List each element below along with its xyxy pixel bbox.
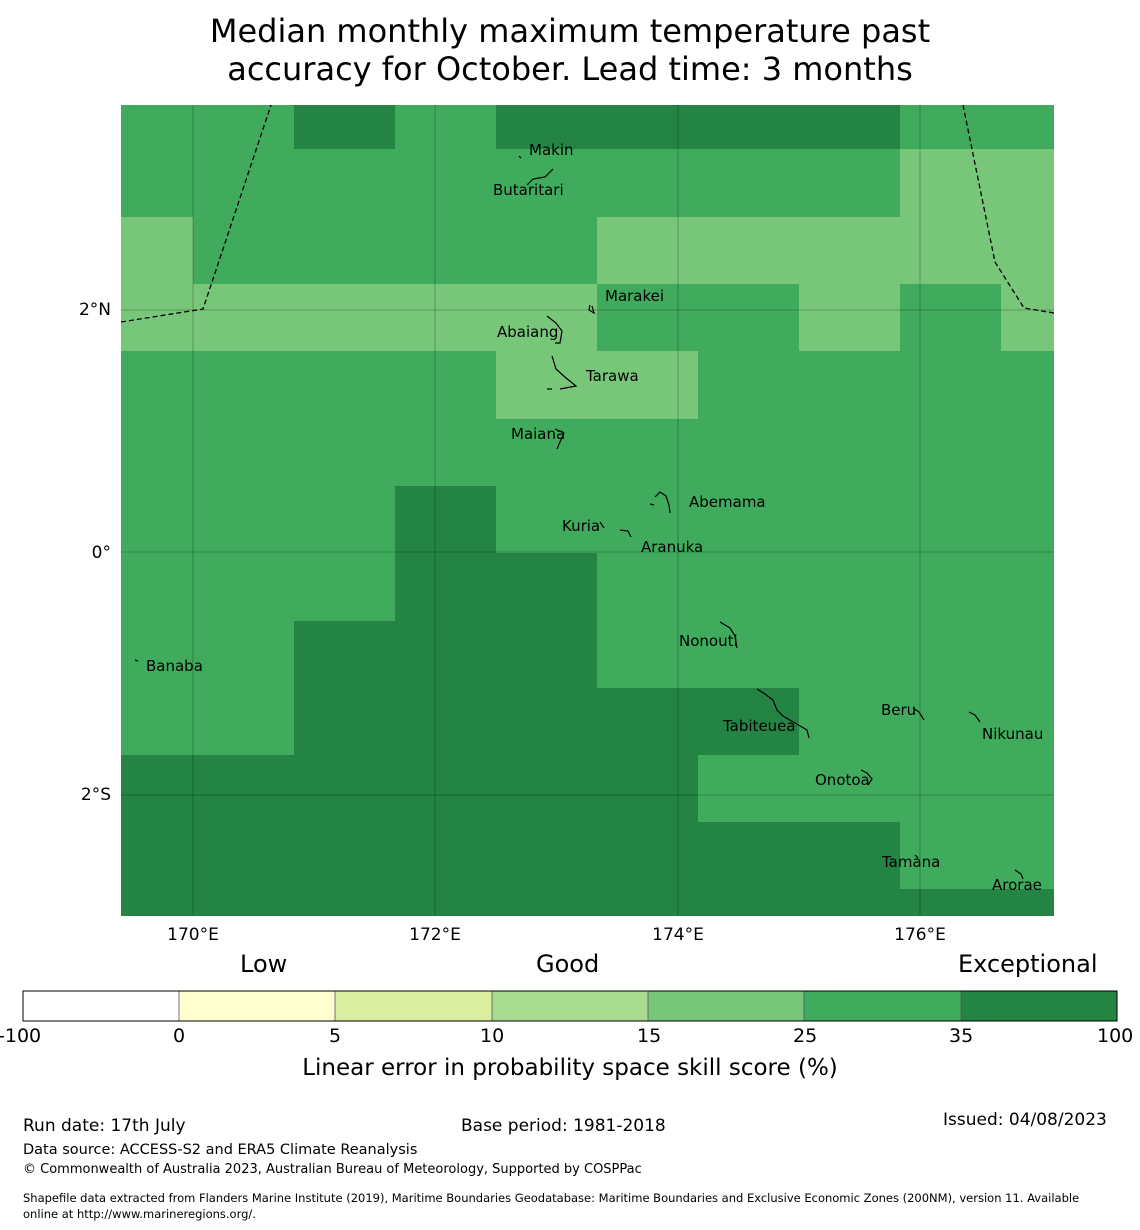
grid-cell xyxy=(294,105,395,149)
grid-cell xyxy=(496,105,900,149)
colorbar-category-exceptional: Exceptional xyxy=(958,950,1098,978)
island-shape xyxy=(619,529,632,538)
data-source: Data source: ACCESS-S2 and ERA5 Climate … xyxy=(23,1142,418,1158)
colorbar-segment xyxy=(179,991,335,1021)
island-shape xyxy=(546,315,563,344)
island-shape xyxy=(719,621,738,649)
grid-cell xyxy=(395,486,496,553)
colorbar-dividers xyxy=(178,991,962,1021)
grid-cell xyxy=(395,553,597,621)
grid-cell xyxy=(121,284,597,351)
island-shape xyxy=(914,854,919,859)
place-label-butaritari: Butaritari xyxy=(493,181,564,199)
place-label-tarawa: Tarawa xyxy=(585,367,639,385)
graticule xyxy=(121,105,1054,916)
colorbar-segment xyxy=(648,991,804,1021)
eez-boundary-west xyxy=(120,104,272,323)
eez-boundary xyxy=(120,104,1055,323)
grid-cell xyxy=(900,889,1054,916)
island-shape xyxy=(654,491,671,514)
island-shape xyxy=(649,503,655,506)
place-label-maiana: Maiana xyxy=(511,425,565,443)
island-shape xyxy=(756,688,810,739)
grid-cell xyxy=(597,217,900,284)
grid-cell xyxy=(496,351,698,419)
map-title-line1: Median monthly maximum temperature past xyxy=(209,12,931,50)
copyright: © Commonwealth of Australia 2023, Austra… xyxy=(23,1162,642,1177)
lon-tick-label: 176°E xyxy=(894,925,946,945)
place-label-nikunau: Nikunau xyxy=(982,725,1043,743)
island-outlines xyxy=(134,155,1024,880)
map-title-line2: accuracy for October. Lead time: 3 month… xyxy=(227,50,913,88)
grid-cell xyxy=(294,688,799,755)
place-label-aranuka: Aranuka xyxy=(641,538,703,556)
shapefile-credit-line2: online at http://www.marineregions.org/. xyxy=(23,1207,256,1221)
colorbar xyxy=(22,990,1118,1022)
place-label-nonouti: Nonouti xyxy=(679,632,738,650)
colorbar-tick: 35 xyxy=(949,1025,974,1047)
island-shape xyxy=(588,304,595,315)
grid-cell xyxy=(294,621,597,688)
island-shape xyxy=(599,521,605,529)
lon-tick-label: 174°E xyxy=(652,925,704,945)
grid-cell xyxy=(121,755,698,916)
lon-tick-label: 172°E xyxy=(409,925,461,945)
place-label-makin: Makin xyxy=(529,141,574,159)
skill-grid xyxy=(121,105,1054,916)
place-label-tabiteuea: Tabiteuea xyxy=(722,717,796,735)
issued-date: Issued: 04/08/2023 xyxy=(943,1110,1107,1130)
lon-tick-label: 170°E xyxy=(167,925,219,945)
island-shape xyxy=(551,355,578,390)
island-shape xyxy=(860,769,873,786)
colorbar-tick: 10 xyxy=(480,1025,505,1047)
colorbar-label: Linear error in probability space skill … xyxy=(302,1055,838,1081)
colorbar-segment xyxy=(492,991,648,1021)
lat-tick-label: 2°N xyxy=(79,300,111,320)
colorbar-segment xyxy=(335,991,492,1021)
lat-tick-label: 2°S xyxy=(81,785,111,805)
base-period: Base period: 1981-2018 xyxy=(461,1116,666,1136)
colorbar-tick: 0 xyxy=(173,1025,186,1047)
colorbar-tick: 25 xyxy=(793,1025,818,1047)
island-shape xyxy=(912,707,925,721)
colorbar-segment xyxy=(23,991,179,1021)
grid-cell xyxy=(1001,284,1054,351)
place-label-beru: Beru xyxy=(881,701,916,719)
island-shape xyxy=(554,428,565,450)
lat-tick-label: 0° xyxy=(92,543,111,563)
colorbar-frame xyxy=(22,990,1118,1022)
colorbar-tick: 15 xyxy=(637,1025,662,1047)
colorbar-category-good: Good xyxy=(536,950,600,978)
place-label-onotoa: Onotoa xyxy=(815,771,870,789)
island-shape xyxy=(526,168,554,186)
colorbar-category-low: Low xyxy=(240,950,288,978)
run-date: Run date: 17th July xyxy=(23,1116,186,1136)
grid-cell xyxy=(698,822,900,916)
colorbar-tick: -100 xyxy=(0,1025,42,1047)
place-label-tamana: Tamana xyxy=(881,853,940,871)
colorbar-tick: 100 xyxy=(1097,1025,1134,1047)
place-label-abaiang: Abaiang xyxy=(497,323,558,341)
shapefile-credit-line1: Shapefile data extracted from Flanders M… xyxy=(23,1191,1080,1205)
place-label-banaba: Banaba xyxy=(146,657,203,675)
eez-boundary-east xyxy=(962,104,1055,314)
colorbar-segment xyxy=(804,991,961,1021)
place-label-kuria: Kuria xyxy=(562,517,600,535)
axis-labels: 2°N 0° 2°S 170°E 172°E 174°E 176°E xyxy=(79,300,946,945)
place-labels: Makin Butaritari Marakei Abaiang Tarawa … xyxy=(146,141,1043,894)
grid-cell xyxy=(121,217,193,284)
island-shape xyxy=(518,155,522,159)
colorbar-tick: 5 xyxy=(329,1025,342,1047)
island-shape xyxy=(134,659,139,662)
island-shape xyxy=(968,711,981,723)
grid-cell xyxy=(799,284,900,351)
grid-cell xyxy=(900,149,1054,284)
place-label-abemama: Abemama xyxy=(689,493,766,511)
colorbar-segment xyxy=(961,991,1117,1021)
place-label-marakei: Marakei xyxy=(605,287,664,305)
island-shape xyxy=(1014,869,1024,880)
place-label-arorae: Arorae xyxy=(992,876,1042,894)
